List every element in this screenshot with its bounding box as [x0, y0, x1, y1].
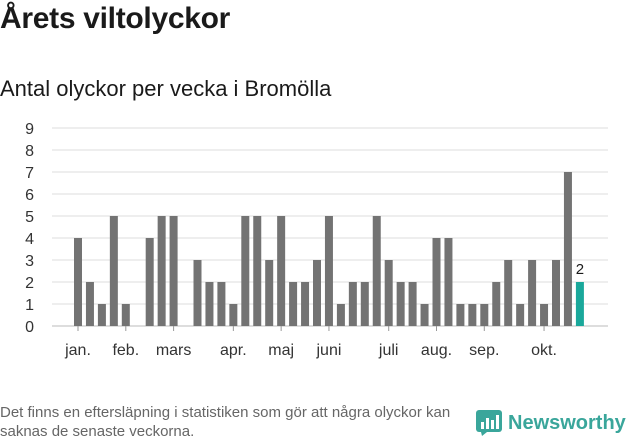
bar — [396, 282, 405, 326]
x-tick-label: maj — [268, 342, 294, 359]
bar — [372, 216, 381, 326]
bar — [289, 282, 298, 326]
bar — [253, 216, 262, 326]
bar — [444, 238, 453, 326]
bar — [229, 304, 238, 326]
y-tick-label: 5 — [25, 209, 34, 226]
bar — [348, 282, 357, 326]
bar — [241, 216, 250, 326]
y-tick-label: 8 — [25, 143, 34, 160]
bar — [492, 282, 501, 326]
x-tick-label: okt. — [531, 342, 557, 359]
bar — [205, 282, 214, 326]
bar-value-label: 2 — [576, 261, 584, 278]
chart-subtitle: Antal olyckor per vecka i Bromölla — [0, 76, 332, 101]
bar — [516, 304, 525, 326]
x-tick-label: apr. — [220, 342, 247, 359]
bar — [563, 172, 572, 326]
bar — [217, 282, 226, 326]
bar — [85, 282, 94, 326]
bar — [468, 304, 477, 326]
bars: 2 — [74, 172, 584, 326]
x-axis-ticks: jan. feb. mars apr. maj juni juli aug. sep. okt. — [64, 326, 557, 359]
x-tick-label: jan. — [64, 342, 91, 359]
bar — [145, 238, 154, 326]
chart-title: Årets viltolyckor — [0, 2, 230, 35]
x-tick-label: juni — [315, 342, 341, 359]
bar — [265, 260, 274, 326]
newsworthy-logo-icon — [476, 410, 502, 436]
bar — [193, 260, 202, 326]
bar — [408, 282, 417, 326]
bar — [324, 216, 333, 326]
y-tick-label: 6 — [25, 187, 34, 204]
bar-highlighted — [575, 282, 584, 326]
bar — [169, 216, 178, 326]
footnote: Det finns en eftersläpning i statistiken… — [0, 404, 451, 440]
bar — [336, 304, 345, 326]
bar — [277, 216, 286, 326]
brand-name: Newsworthy — [508, 411, 626, 434]
bar — [456, 304, 465, 326]
bar — [360, 282, 369, 326]
x-tick-label: mars — [156, 342, 192, 359]
bar — [97, 304, 106, 326]
y-tick-label: 9 — [25, 121, 34, 138]
bar-chart: 0 1 2 3 4 5 6 7 8 9 2 jan. feb. mars apr. maj juni juli… — [25, 121, 608, 359]
bar — [504, 260, 513, 326]
bar — [540, 304, 549, 326]
y-axis-ticks: 0 1 2 3 4 5 6 7 8 9 — [25, 121, 34, 336]
bar — [420, 304, 429, 326]
x-tick-label: sep. — [469, 342, 499, 359]
bar — [74, 238, 82, 326]
x-tick-label: aug. — [421, 342, 452, 359]
bar — [480, 304, 489, 326]
bar — [121, 304, 130, 326]
bar — [313, 260, 321, 326]
bar — [552, 260, 560, 326]
x-tick-label: juli — [378, 342, 399, 359]
x-tick-label: feb. — [112, 342, 139, 359]
bar — [432, 238, 441, 326]
y-tick-label: 0 — [25, 319, 34, 336]
bar — [528, 260, 537, 326]
y-tick-label: 4 — [25, 231, 34, 248]
bar — [301, 282, 310, 326]
brand[interactable]: Newsworthy — [476, 408, 626, 438]
y-tick-label: 7 — [25, 165, 34, 182]
bar — [109, 216, 118, 326]
bar — [384, 260, 393, 326]
y-tick-label: 2 — [25, 275, 34, 292]
y-tick-label: 3 — [25, 253, 34, 270]
y-tick-label: 1 — [25, 297, 34, 314]
bar — [157, 216, 166, 326]
